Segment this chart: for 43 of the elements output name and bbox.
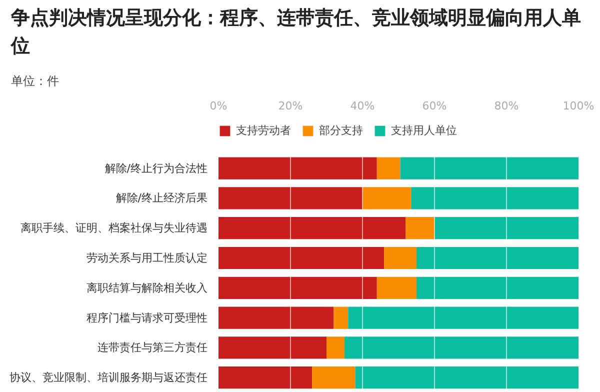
y-tick-label: 离职结算与解除相关收入 — [86, 281, 208, 294]
y-tick-label: 连带责任与第三方责任 — [98, 341, 208, 354]
bar — [376, 157, 400, 180]
bar — [416, 246, 578, 270]
x-tick-label: 40% — [350, 100, 375, 112]
y-tick-label: 离职手续、证明、档案社保与失业待遇 — [20, 222, 208, 235]
bar — [326, 336, 344, 359]
legend-label: 部分支持 — [319, 123, 363, 138]
bar — [218, 336, 326, 359]
bar — [348, 306, 578, 329]
bar — [218, 217, 406, 240]
bar — [218, 246, 384, 270]
bar — [400, 157, 578, 180]
bar — [344, 336, 578, 359]
bar — [416, 276, 578, 299]
bar — [384, 246, 416, 270]
text: 单位：件 — [11, 73, 59, 90]
x-tick-label: 20% — [278, 100, 303, 112]
bar — [312, 366, 356, 389]
bar — [218, 157, 377, 180]
bar — [334, 306, 348, 329]
legend-label: 支持劳动者 — [236, 123, 291, 138]
y-tick-label: 解除/终止行为合法性 — [104, 162, 208, 175]
x-tick-label: 0% — [210, 100, 228, 112]
y-tick-label: 程序门槛与请求可受理性 — [86, 311, 208, 324]
bar — [218, 366, 312, 389]
x-tick-label: 60% — [422, 100, 447, 112]
bar — [218, 187, 362, 210]
y-tick-label: 协议、竞业限制、培训服务期与返还责任 — [10, 371, 208, 384]
y-tick-label: 劳动关系与用工性质认定 — [86, 252, 208, 264]
bar — [376, 276, 416, 299]
legend-label: 支持用人单位 — [391, 123, 457, 138]
x-tick-label: 80% — [494, 100, 519, 112]
bar — [355, 366, 578, 389]
bar — [362, 187, 412, 210]
bar — [406, 217, 434, 240]
bar — [218, 276, 377, 299]
bar — [434, 217, 578, 240]
bar — [218, 306, 334, 329]
chart-title: 争点判决情况呈现分化：程序、连带责任、竞业领域明显偏向用人单位 — [11, 6, 582, 59]
bar — [411, 187, 578, 210]
y-tick-label: 解除/终止经济后果 — [116, 192, 208, 205]
x-tick-label: 100% — [562, 100, 594, 112]
